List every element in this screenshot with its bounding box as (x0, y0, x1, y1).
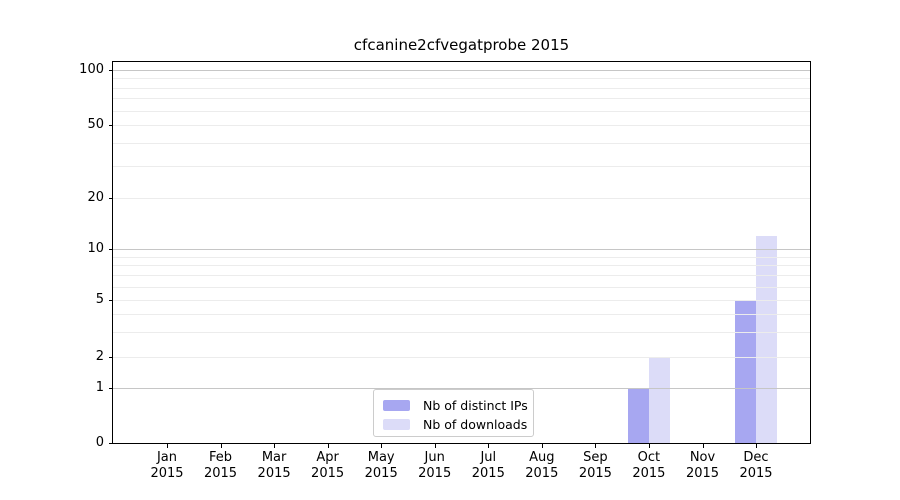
legend-swatch-downloads (383, 418, 410, 430)
x-tick-mark (220, 444, 222, 448)
x-tick-month: Dec (743, 450, 769, 465)
x-tick-year: 2015 (150, 466, 184, 481)
major-gridline (113, 70, 810, 71)
x-tick-month: Aug (529, 450, 555, 465)
x-tick-mark (756, 444, 757, 448)
y-tick-mark (109, 125, 113, 126)
x-tick-label-sep: Sep 2015 (565, 450, 625, 482)
minor-gridline (113, 256, 810, 258)
minor-gridline (113, 125, 810, 126)
y-tick-label: 5 (95, 292, 104, 307)
x-tick-year: 2015 (632, 466, 666, 481)
x-tick-mark (702, 444, 704, 448)
minor-gridline (113, 357, 810, 358)
y-tick-label: 2 (95, 349, 104, 364)
y-tick-mark (109, 249, 113, 250)
x-tick-mark (327, 444, 329, 448)
y-tick-mark (109, 357, 113, 358)
minor-gridline (113, 110, 810, 112)
minor-gridline (113, 98, 810, 100)
major-gridline (113, 388, 810, 389)
major-gridline (113, 249, 810, 250)
minor-gridline (113, 165, 810, 167)
gridlines-layer (113, 62, 810, 443)
y-tick-mark (109, 300, 113, 301)
x-tick-label-jan: Jan 2015 (137, 450, 197, 482)
chart-title: cfcanine2cfvegatprobe 2015 (353, 36, 570, 54)
x-tick-month: Jun (424, 450, 445, 465)
x-tick-label-jun: Jun 2015 (405, 450, 465, 482)
x-tick-label-may: May 2015 (351, 450, 411, 482)
legend-item-downloads: Nb of downloads (383, 415, 528, 433)
x-tick-year: 2015 (471, 466, 505, 481)
x-tick-mark (648, 444, 650, 448)
x-tick-year: 2015 (203, 466, 238, 481)
y-tick-label: 1 (95, 380, 104, 395)
x-tick-year: 2015 (364, 466, 398, 481)
x-tick-year: 2015 (311, 466, 345, 481)
x-tick-label-jul: Jul 2015 (458, 450, 518, 482)
x-tick-year: 2015 (578, 466, 612, 481)
x-tick-year: 2015 (257, 466, 291, 481)
x-tick-label-aug: Aug 2015 (512, 450, 572, 482)
legend-item-distinct-ips: Nb of distinct IPs (383, 396, 528, 414)
x-tick-year: 2015 (685, 466, 720, 481)
x-tick-month: Mar (261, 450, 287, 465)
x-tick-month: Oct (637, 450, 661, 465)
x-tick-month: Apr (316, 450, 339, 465)
y-tick-mark (109, 443, 113, 444)
minor-gridline (113, 78, 810, 80)
x-tick-label-oct: Oct 2015 (619, 450, 679, 482)
x-tick-year: 2015 (525, 466, 559, 481)
x-tick-label-mar: Mar 2015 (244, 450, 304, 482)
y-tick-mark (109, 70, 113, 71)
x-tick-month: Sep (583, 450, 608, 465)
minor-gridline (113, 286, 810, 288)
minor-gridline (113, 198, 810, 199)
legend-swatch-distinct-ips (383, 399, 410, 411)
x-tick-year: 2015 (418, 466, 452, 481)
x-tick-month: May (367, 450, 395, 465)
x-tick-mark (167, 444, 168, 448)
minor-gridline (113, 142, 810, 144)
legend: Nb of distinct IPs Nb of downloads (373, 389, 534, 437)
x-tick-label-nov: Nov 2015 (673, 450, 733, 482)
plot-area (112, 61, 811, 444)
x-tick-month: Feb (208, 450, 233, 465)
x-tick-year: 2015 (739, 466, 773, 481)
y-tick-mark (109, 198, 113, 199)
y-tick-label: 50 (87, 117, 104, 132)
x-tick-month: Jan (156, 450, 178, 465)
minor-gridline (113, 265, 810, 267)
minor-gridline (113, 313, 810, 315)
x-tick-mark (274, 444, 276, 448)
minor-gridline (113, 300, 810, 301)
x-tick-label-feb: Feb 2015 (191, 450, 251, 482)
y-tick-label: 100 (79, 62, 104, 77)
y-tick-label: 10 (87, 241, 104, 256)
bar-nb-of-distinct-ips-oct (627, 388, 649, 443)
y-tick-label: 0 (95, 435, 104, 450)
x-tick-mark (381, 444, 383, 448)
legend-label-distinct-ips: Nb of distinct IPs (423, 397, 528, 413)
legend-label-downloads: Nb of downloads (423, 416, 528, 432)
x-tick-label-apr: Apr 2015 (298, 450, 358, 482)
x-tick-month: Nov (689, 450, 716, 465)
x-tick-mark (595, 444, 597, 448)
y-tick-label: 20 (87, 190, 104, 205)
bar-nb-of-distinct-ips-dec (734, 300, 756, 443)
x-tick-label-dec: Dec 2015 (726, 450, 786, 482)
y-tick-mark (109, 388, 113, 389)
x-tick-mark (541, 444, 543, 448)
bar-nb-of-downloads-oct (648, 357, 671, 443)
minor-gridline (113, 275, 810, 277)
x-tick-mark (434, 444, 436, 448)
x-tick-month: Jul (480, 450, 497, 465)
minor-gridline (113, 331, 810, 333)
minor-gridline (113, 87, 810, 89)
x-tick-mark (488, 444, 490, 448)
